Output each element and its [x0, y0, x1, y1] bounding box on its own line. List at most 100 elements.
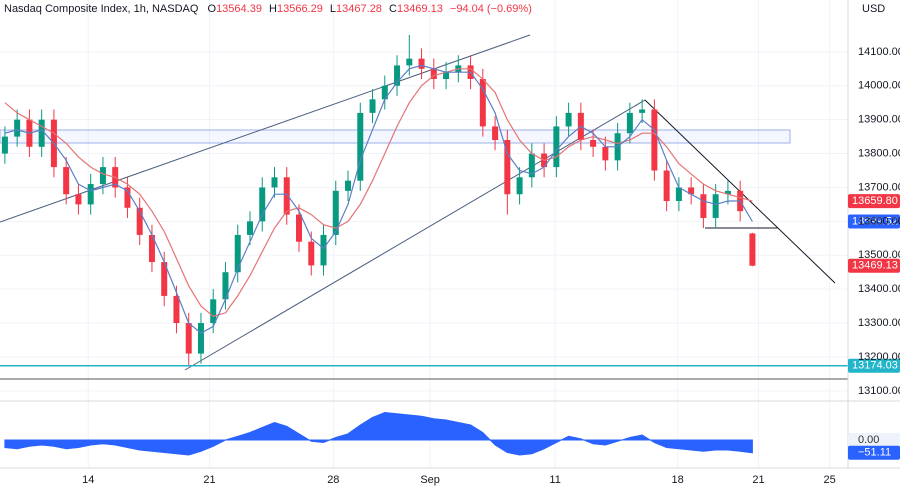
candle-body	[565, 112, 572, 127]
candle-body	[173, 295, 180, 324]
candle-body	[675, 187, 682, 202]
x-tick-label: 18	[672, 474, 684, 486]
legend-key: O	[208, 3, 217, 15]
y-tick-label: 13400.00	[858, 283, 900, 295]
currency-label: USD	[862, 3, 885, 15]
candle-body	[75, 194, 82, 205]
x-tick-label: 21	[752, 474, 764, 486]
legend-value: 13566.29	[277, 3, 323, 15]
plot-layer	[0, 34, 848, 456]
price-tag	[848, 358, 900, 373]
candle-body	[234, 234, 241, 273]
candle-body	[394, 65, 401, 86]
y-tick-label: 13200.00	[858, 351, 900, 363]
candle-body	[87, 184, 94, 205]
candle-body	[296, 214, 303, 242]
moving-average-line	[4, 64, 753, 334]
y-tick-label: 13900.00	[858, 114, 900, 126]
candle-body	[38, 119, 45, 147]
candle-body	[651, 109, 658, 171]
x-tick-label: 21	[203, 474, 215, 486]
candle-body	[345, 180, 352, 191]
candle-body	[639, 109, 646, 113]
legend-key: L	[330, 3, 336, 15]
oscillator-tag	[848, 445, 900, 460]
candle-body	[381, 85, 388, 100]
candle-body	[308, 241, 315, 266]
legend-value: 13469.13	[397, 3, 443, 15]
title: Nasdaq Composite Index, 1h, NASDAQ	[4, 3, 199, 15]
price-tag	[848, 258, 900, 273]
candle-body	[148, 234, 155, 263]
price-tag	[848, 214, 900, 229]
candle-body	[222, 272, 229, 300]
candle-body	[161, 262, 168, 296]
candle-body	[210, 299, 217, 324]
x-tick-label: 14	[82, 474, 94, 486]
candle-body	[259, 187, 266, 222]
oscillator-tag-label: 0.00	[858, 434, 879, 446]
x-tick-label: 28	[327, 474, 339, 486]
candle-body	[320, 234, 327, 266]
candle-body	[663, 170, 670, 202]
candle-body	[332, 190, 339, 235]
tag-layer: 13659.80 13599.52 13469.13 13174.03 0.00−51.…	[848, 194, 900, 460]
candle-body	[749, 233, 756, 266]
trend-line	[184, 99, 646, 371]
candle-body	[700, 194, 707, 218]
candle-body	[283, 177, 290, 215]
candle-body	[492, 126, 499, 140]
candle-body	[516, 177, 523, 195]
header: Nasdaq Composite Index, 1h, NASDAQ O1356…	[4, 3, 532, 15]
candle-body	[443, 72, 450, 79]
candle-body	[99, 167, 106, 185]
legend-key: C	[389, 3, 397, 15]
candle-body	[626, 112, 633, 134]
candle-body	[590, 140, 597, 147]
candle-body	[124, 187, 131, 208]
price-tag	[848, 194, 900, 209]
candle-body	[418, 58, 425, 69]
legend-value: 13564.39	[216, 3, 262, 15]
candle-body	[430, 68, 437, 79]
legend-value: 13467.28	[336, 3, 382, 15]
candle-body	[1, 136, 8, 154]
x-tick-label: Sep	[420, 474, 440, 486]
y-tick-label: 13500.00	[858, 249, 900, 261]
candle-body	[14, 119, 21, 137]
price-tag-label: 13659.80	[852, 195, 898, 207]
moving-average-line	[4, 68, 753, 317]
candle-body	[712, 194, 719, 218]
oscillator-area	[4, 411, 753, 456]
candle-body	[271, 177, 278, 188]
candle-body	[553, 126, 560, 168]
y-tick-label: 13700.00	[858, 181, 900, 193]
candle-body	[528, 153, 535, 178]
candle-body	[136, 207, 143, 235]
candle-body	[688, 187, 695, 195]
candle-body	[63, 167, 70, 195]
candle-body	[406, 58, 413, 66]
price-tag-label: 13174.03	[852, 360, 898, 372]
candle-body	[369, 99, 376, 113]
x-tick-label: 11	[549, 474, 560, 486]
x-tick-label: 25	[823, 474, 835, 486]
change-label: −94.04 (−0.69%)	[450, 3, 532, 15]
y-tick-label: 13100.00	[858, 385, 900, 397]
candle-body	[197, 323, 204, 354]
y-tick-label: 13800.00	[858, 147, 900, 159]
candle-body	[504, 140, 511, 195]
candle-body	[479, 78, 486, 127]
candle-body	[602, 146, 609, 161]
y-tick-label: 14000.00	[858, 80, 900, 92]
candle-body	[185, 323, 192, 354]
legend-key: H	[269, 3, 277, 15]
y-tick-label: 13600.00	[858, 215, 900, 227]
oscillator-tag-label: −51.11	[858, 447, 891, 459]
price-tag-label: 13469.13	[852, 260, 898, 272]
oscillator-tag	[848, 433, 900, 447]
y-tick-label: 13300.00	[858, 317, 900, 329]
price-tag-label: 13599.52	[852, 215, 898, 227]
